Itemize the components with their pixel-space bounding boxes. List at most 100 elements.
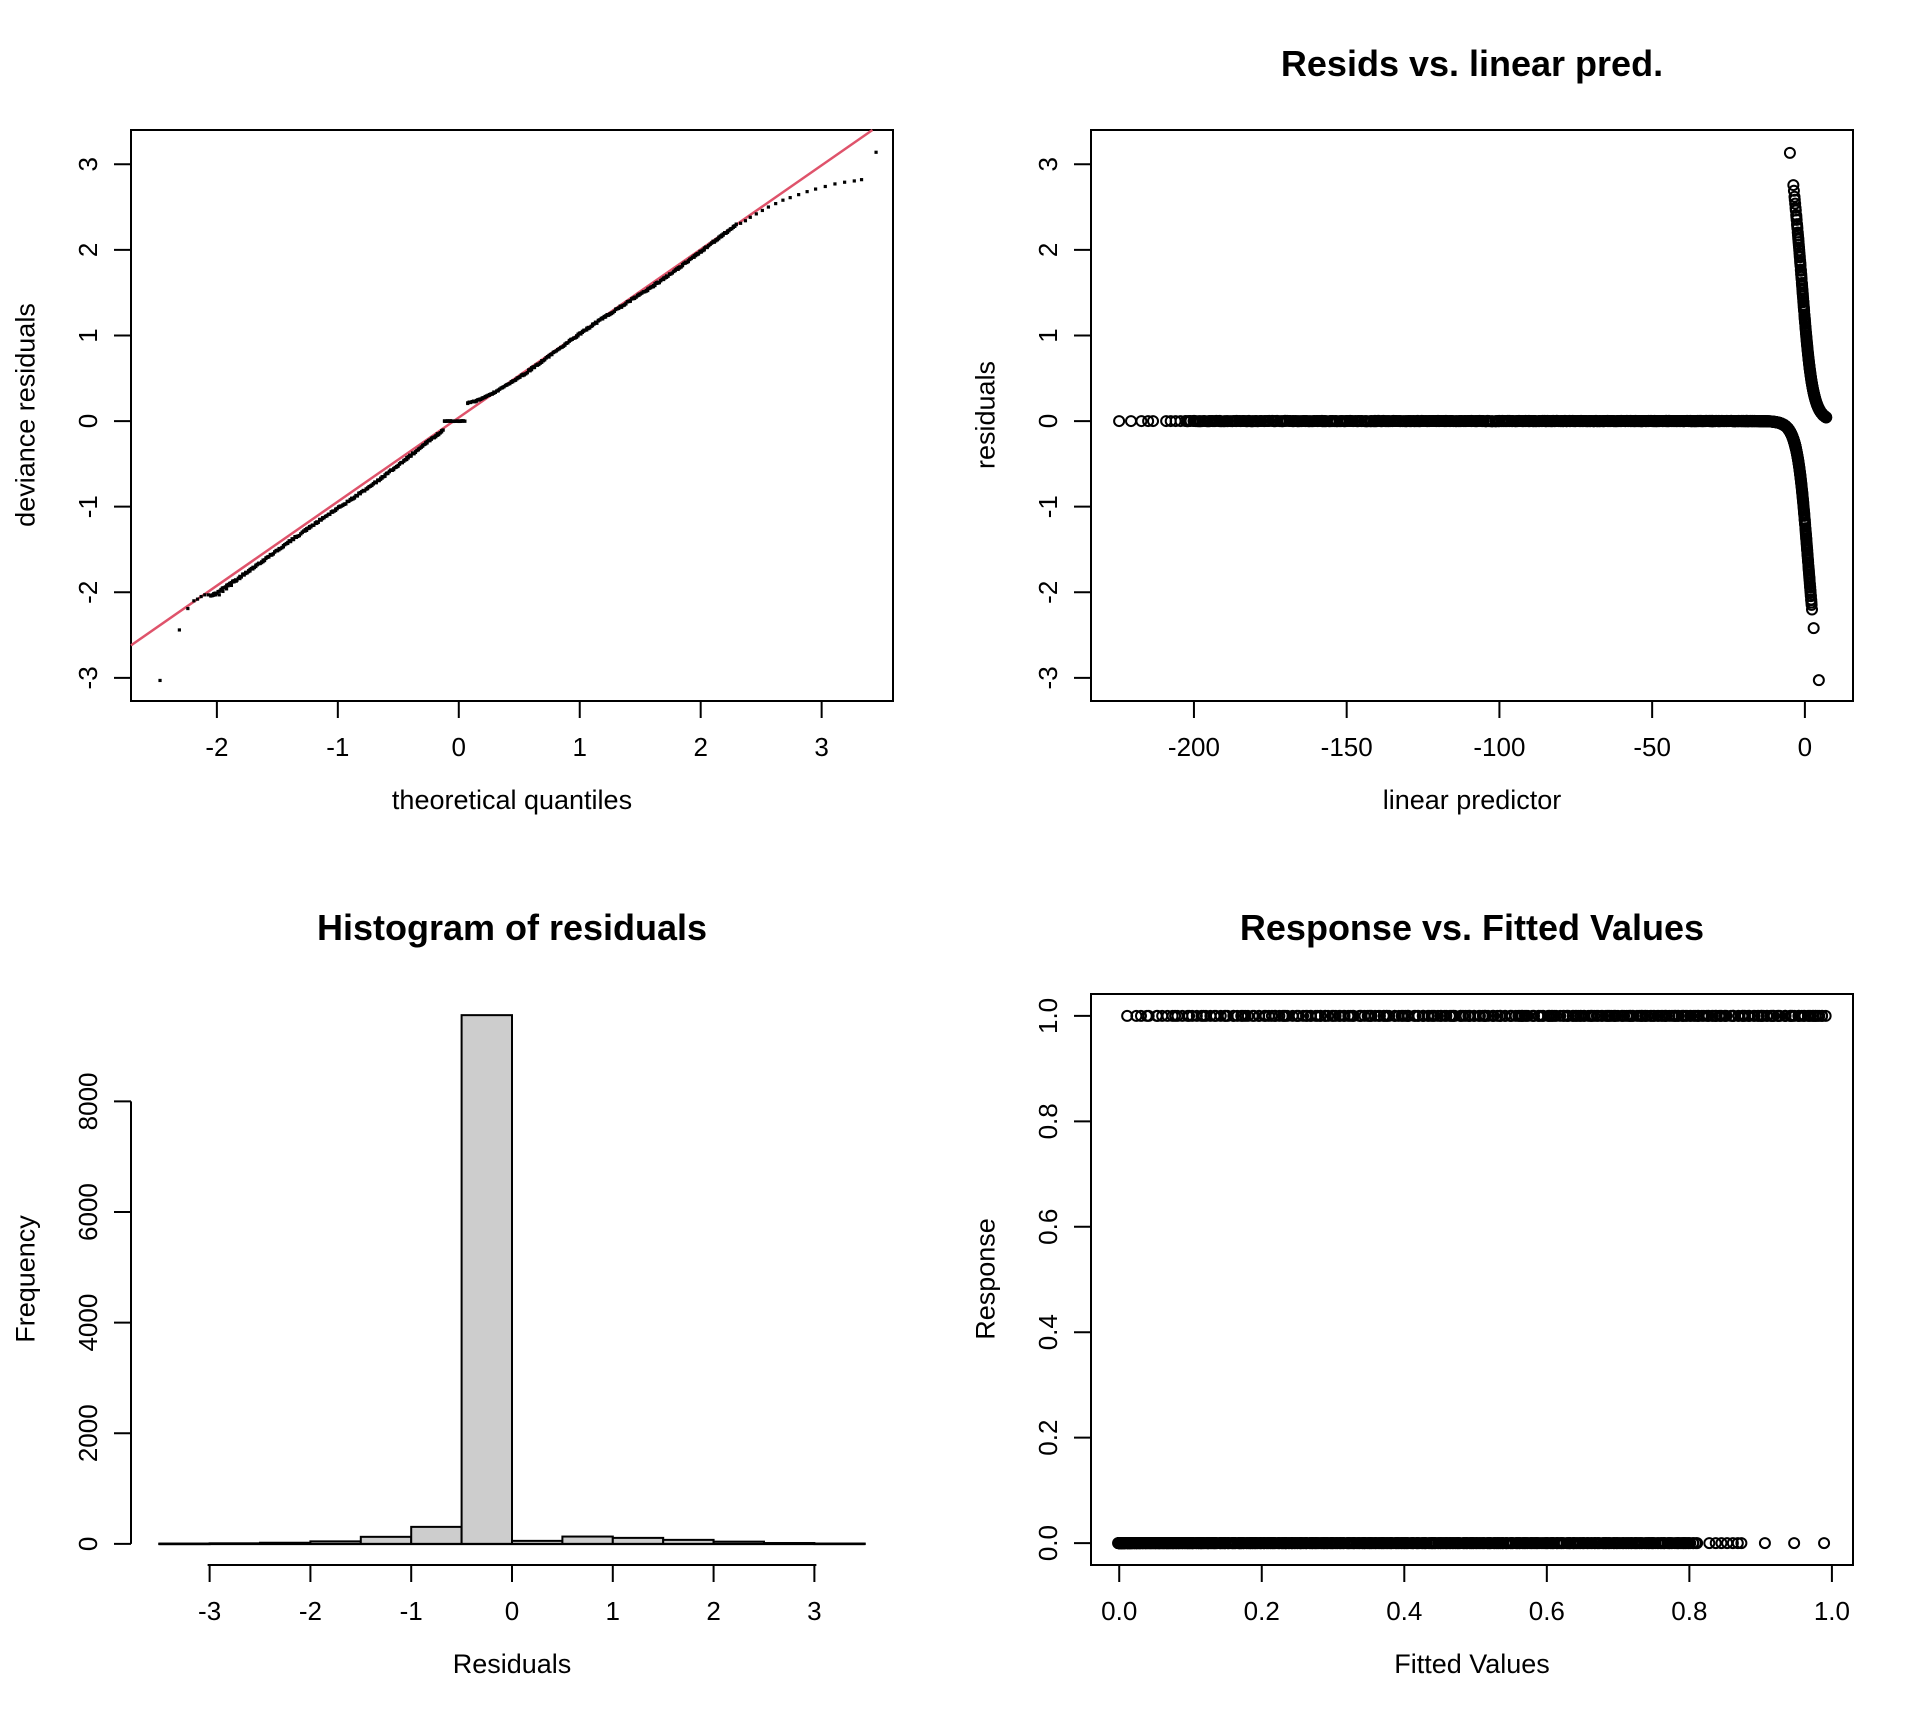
data-point (1807, 622, 1820, 635)
data-point (1142, 415, 1155, 428)
data-point (1820, 411, 1833, 424)
data-point (291, 538, 296, 542)
data-point (1819, 1009, 1832, 1022)
y-tick-label: 0 (73, 414, 103, 428)
x-tick-label: -3 (198, 1596, 221, 1626)
data-point (1611, 1009, 1624, 1022)
data-point (797, 193, 801, 197)
data-point (748, 215, 752, 219)
data-point (781, 198, 785, 202)
histogram-bar (511, 1539, 564, 1545)
data-point (686, 260, 690, 264)
data-point (403, 457, 407, 462)
data-point (463, 419, 467, 423)
data-point (412, 452, 416, 456)
y-tick-label: 3 (73, 157, 103, 171)
data-point (177, 628, 181, 632)
data-point (874, 150, 878, 154)
x-tick-label: 0 (505, 1596, 519, 1626)
data-point (547, 355, 551, 359)
x-tick-label: 1 (572, 732, 586, 762)
data-point (833, 182, 837, 186)
y-tick-label: 3 (1033, 157, 1063, 171)
data-point (561, 344, 566, 348)
y-tick-label: -3 (1033, 666, 1063, 689)
x-axis-label-residuals: Residuals (452, 1649, 572, 1679)
data-point (1783, 146, 1796, 159)
y-tick-label: 6000 (73, 1183, 103, 1241)
data-point (217, 593, 221, 597)
data-point (238, 576, 242, 581)
data-point (262, 558, 267, 562)
plot-box (130, 129, 894, 702)
data-point (1365, 1009, 1378, 1022)
data-point (673, 269, 677, 273)
histogram-bar (662, 1538, 715, 1545)
data-point (352, 496, 357, 500)
data-point (377, 479, 381, 483)
data-point (624, 301, 628, 305)
data-point (303, 529, 307, 533)
data-point (280, 546, 284, 550)
histogram-bar (410, 1525, 463, 1545)
data-point (715, 237, 719, 241)
data-point (219, 588, 223, 592)
qq-plot-panel: -2 -1 0 1 2 3 -3 -2 -1 0 1 2 3 (73, 128, 894, 762)
data-point (1735, 1537, 1748, 1550)
data-point (214, 593, 218, 597)
data-point (381, 475, 386, 479)
data-point (601, 317, 605, 321)
data-point (328, 512, 332, 517)
data-point (1767, 1009, 1780, 1022)
data-point (1292, 1009, 1305, 1022)
data-point (574, 334, 579, 338)
data-point (437, 433, 441, 437)
panel-title-resids-vs-linear-pred: Resids vs. linear pred. (1280, 43, 1664, 84)
y-tick-label: 0 (1033, 414, 1063, 428)
data-point (1691, 1537, 1704, 1550)
data-point (245, 570, 249, 574)
y-tick-label: 0.2 (1033, 1420, 1063, 1456)
y-axis-label-response: Response (970, 1218, 1001, 1340)
y-tick-label: 0.4 (1033, 1314, 1063, 1350)
x-tick-label: 3 (807, 1596, 821, 1626)
data-point (529, 368, 534, 372)
data-point (583, 328, 587, 332)
plot-box (1090, 993, 1854, 1566)
histogram-bar (309, 1540, 362, 1545)
data-point (344, 502, 348, 506)
data-point (400, 461, 405, 465)
y-tick-label: 1 (1033, 328, 1063, 342)
data-point (595, 321, 599, 325)
data-point (1169, 415, 1182, 428)
data-point (1651, 1009, 1664, 1022)
data-point (702, 248, 706, 252)
data-point (739, 221, 743, 225)
x-tick-label: -2 (205, 732, 228, 762)
x-axis-label-fitted-values: Fitted Values (1394, 1649, 1550, 1679)
histogram-bar (561, 1535, 614, 1545)
data-point (1818, 1537, 1831, 1550)
x-tick-label: 0 (452, 732, 466, 762)
x-tick-label: 0.6 (1529, 1596, 1565, 1626)
histogram-bar (208, 1542, 262, 1545)
data-point (1789, 197, 1802, 210)
data-point (1806, 603, 1819, 616)
data-point (334, 508, 338, 513)
y-axis-label-frequency: Frequency (10, 1215, 41, 1343)
data-point (1147, 415, 1160, 428)
data-point (550, 352, 554, 356)
data-point (1787, 184, 1800, 197)
y-axis-label-deviance-residuals: deviance residuals (10, 303, 41, 527)
y-tick-label: -1 (73, 495, 103, 518)
data-point (580, 330, 584, 335)
data-point (1805, 598, 1818, 611)
y-tick-label: 8000 (73, 1073, 103, 1131)
data-point (612, 309, 616, 313)
data-point (1125, 415, 1138, 428)
data-point (248, 569, 252, 573)
data-point (422, 442, 426, 447)
data-point (628, 299, 632, 303)
data-point (859, 178, 864, 182)
data-point (543, 358, 547, 362)
